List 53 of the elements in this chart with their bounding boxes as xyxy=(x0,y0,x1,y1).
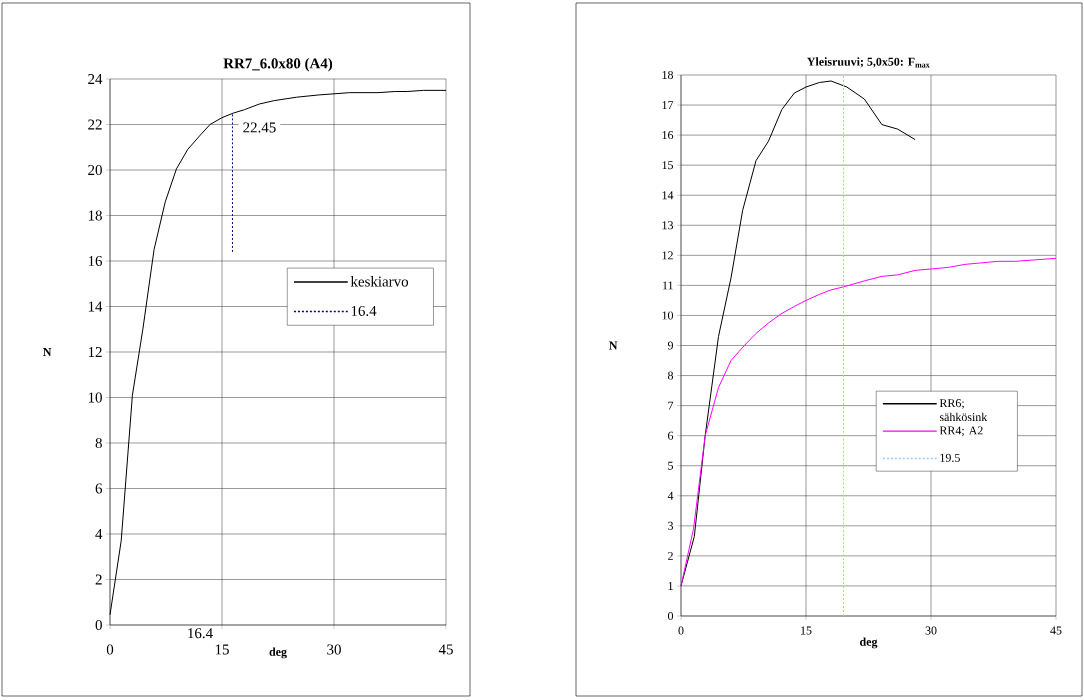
y-tick-label: 10 xyxy=(88,392,102,403)
legend-label: 16.4 xyxy=(351,305,377,316)
chart-title: RR7_6.0x80 (A4) xyxy=(223,57,333,72)
y-tick-label: 2 xyxy=(95,574,102,585)
y-tick-label: 9 xyxy=(667,341,674,350)
annotation: 22.45 xyxy=(243,122,276,133)
y-tick-label: 16 xyxy=(88,255,103,267)
text: 16.4 xyxy=(188,628,213,639)
y-tick-label: 17 xyxy=(662,101,674,109)
line-series xyxy=(680,257,1057,587)
x-tick-label: 15 xyxy=(801,626,812,635)
y-tick-label: 7 xyxy=(668,401,674,410)
y-axis-title: N xyxy=(43,348,52,356)
x-axis-title: deg xyxy=(860,637,878,649)
y-tick-label: 8 xyxy=(667,371,674,380)
legend-label: keskiarvo xyxy=(350,276,409,287)
y-tick-label: 20 xyxy=(88,164,102,176)
y-tick-label: 6 xyxy=(668,431,674,440)
y-tick-label: 14 xyxy=(662,191,674,200)
x-tick-label: 0 xyxy=(678,626,684,635)
y-axis-title: N xyxy=(609,341,618,350)
y-tick-label: 24 xyxy=(88,74,103,84)
y-tick-label: 4 xyxy=(95,529,103,539)
x-tick-label: 15 xyxy=(215,644,229,655)
y-tick-label: 2 xyxy=(668,551,673,560)
y-tick-label: 3 xyxy=(668,521,674,530)
x-tick-label: 30 xyxy=(327,644,341,655)
chart-title: Yleisruuvi; 5,0x50: F$_{max}$ xyxy=(807,57,930,68)
y-tick-label: 6 xyxy=(95,483,103,494)
y-tick-label: 16 xyxy=(662,131,674,140)
y-tick-label: 0 xyxy=(667,611,674,621)
y-tick-label: 18 xyxy=(88,210,102,221)
y-tick-label: 5 xyxy=(668,461,674,470)
y-tick-label: 13 xyxy=(662,221,674,230)
legend-label: RR4; A2 xyxy=(939,426,983,437)
y-tick-label: 8 xyxy=(95,437,102,449)
x-tick-label: 30 xyxy=(925,626,937,635)
y-tick-label: 14 xyxy=(88,301,103,312)
y-tick-label: 12 xyxy=(662,251,673,260)
x-tick-label: 0 xyxy=(106,644,114,655)
legend-label: 19.5 xyxy=(940,453,960,462)
x-axis-title: deg xyxy=(269,647,287,659)
y-tick-label: 15 xyxy=(662,161,674,170)
y-tick-label: 10 xyxy=(662,311,674,320)
y-tick-label: 12 xyxy=(88,347,102,357)
y-tick-label: 4 xyxy=(667,491,674,500)
y-tick-label: 22 xyxy=(88,119,102,130)
x-tick-label: 45 xyxy=(438,644,453,655)
legend-label: RR6; sähkösink xyxy=(939,399,988,422)
x-tick-label: 45 xyxy=(1050,626,1062,635)
y-tick-label: 18 xyxy=(662,70,674,80)
y-tick-label: 11 xyxy=(663,281,673,290)
y-tick-label: 1 xyxy=(668,582,673,590)
